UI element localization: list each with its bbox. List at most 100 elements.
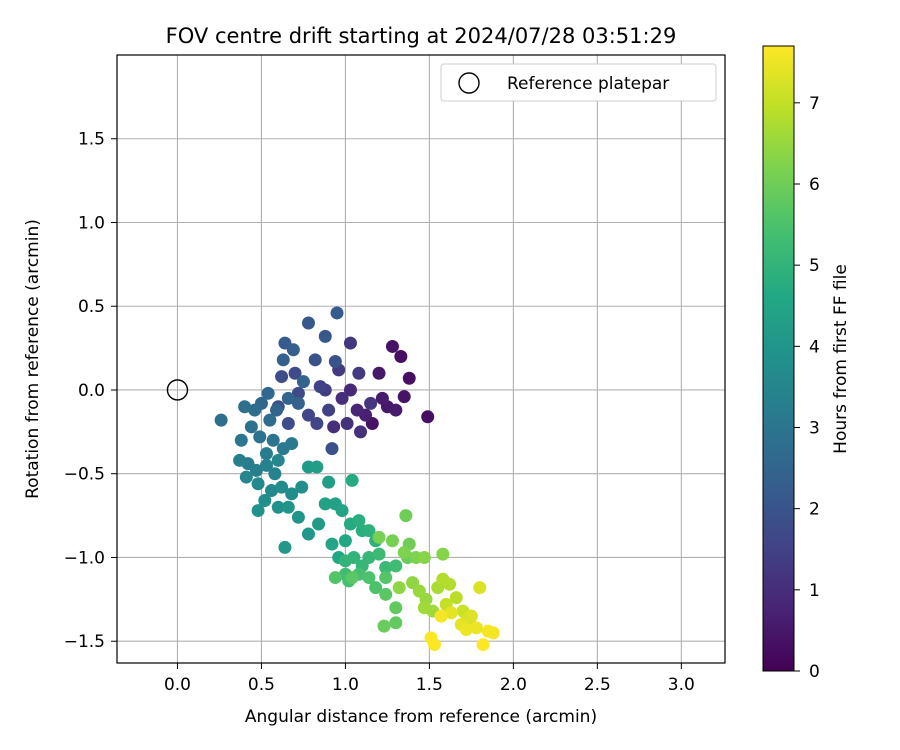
colorbar bbox=[762, 45, 795, 672]
data-point bbox=[434, 609, 448, 623]
data-point bbox=[354, 425, 368, 439]
legend-box bbox=[440, 63, 717, 102]
data-point bbox=[291, 396, 305, 410]
data-point bbox=[234, 433, 248, 447]
plot-frame bbox=[116, 54, 726, 664]
data-point bbox=[385, 339, 399, 353]
data-point bbox=[275, 480, 289, 494]
data-point bbox=[444, 606, 458, 620]
colorbar-tick-label: 6 bbox=[809, 175, 820, 195]
colorbar-tick-label: 5 bbox=[809, 256, 820, 276]
data-point bbox=[399, 509, 413, 523]
reference-marker bbox=[166, 379, 189, 401]
y-tick-label: −1.5 bbox=[64, 632, 105, 652]
data-point bbox=[379, 561, 393, 575]
data-point bbox=[372, 530, 386, 544]
data-point bbox=[345, 473, 359, 487]
data-point bbox=[259, 458, 273, 472]
data-point bbox=[322, 403, 336, 417]
data-point bbox=[251, 504, 265, 518]
data-point bbox=[347, 550, 361, 564]
data-point bbox=[295, 480, 309, 494]
data-point bbox=[394, 349, 408, 363]
y-tick-label: −0.5 bbox=[64, 465, 105, 485]
data-point bbox=[265, 483, 279, 497]
data-point bbox=[424, 631, 438, 645]
data-point bbox=[389, 601, 403, 615]
legend-label: Reference platepar bbox=[507, 74, 669, 94]
data-point bbox=[301, 316, 315, 330]
data-point bbox=[389, 616, 403, 630]
data-point bbox=[325, 537, 339, 551]
data-point bbox=[278, 540, 292, 554]
data-point bbox=[389, 403, 403, 417]
data-point bbox=[417, 601, 431, 615]
colorbar-tick-label: 0 bbox=[809, 662, 820, 682]
colorbar-tick-label: 4 bbox=[809, 337, 820, 357]
data-point bbox=[340, 416, 354, 430]
data-point bbox=[253, 430, 267, 444]
y-tick-label: 1.5 bbox=[78, 130, 105, 150]
x-tick-label: 2.0 bbox=[500, 675, 527, 695]
data-point bbox=[276, 353, 290, 367]
chart-title: FOV centre drift starting at 2024/07/28 … bbox=[166, 24, 677, 48]
colorbar-tick-label: 7 bbox=[809, 94, 820, 114]
data-point bbox=[248, 403, 262, 417]
data-point bbox=[436, 547, 450, 561]
colorbar-tick-label: 2 bbox=[809, 500, 820, 520]
legend-marker bbox=[458, 72, 480, 94]
data-point bbox=[469, 621, 483, 635]
data-point bbox=[285, 437, 299, 451]
x-axis-label: Angular distance from reference (arcmin) bbox=[245, 707, 597, 727]
x-tick-label: 3.0 bbox=[668, 675, 695, 695]
data-point bbox=[291, 386, 305, 400]
colorbar-label: Hours from first FF file bbox=[831, 264, 851, 454]
legend: Reference platepar bbox=[440, 63, 717, 102]
data-point bbox=[288, 366, 302, 380]
data-point bbox=[271, 453, 285, 467]
y-tick-label: 0.5 bbox=[78, 297, 105, 317]
x-tick-label: 1.0 bbox=[332, 675, 359, 695]
data-point bbox=[486, 626, 500, 640]
data-point bbox=[335, 504, 349, 518]
data-point bbox=[362, 524, 376, 538]
x-tick-label: 1.5 bbox=[416, 675, 443, 695]
data-point bbox=[271, 500, 285, 514]
data-point bbox=[421, 410, 435, 424]
data-point bbox=[392, 581, 406, 595]
data-point bbox=[259, 447, 273, 461]
data-point bbox=[266, 433, 280, 447]
data-point bbox=[285, 487, 299, 501]
y-tick-label: −1.0 bbox=[64, 548, 105, 568]
x-tick-label: 2.5 bbox=[584, 675, 611, 695]
data-point bbox=[268, 467, 282, 481]
data-point bbox=[308, 353, 322, 367]
data-point bbox=[291, 510, 305, 524]
data-points bbox=[214, 306, 500, 652]
data-point bbox=[352, 514, 366, 528]
data-point bbox=[310, 416, 324, 430]
x-tick-label: 0.0 bbox=[164, 675, 191, 695]
data-point bbox=[286, 343, 300, 357]
data-point bbox=[301, 527, 315, 541]
data-point bbox=[377, 619, 391, 633]
data-point bbox=[417, 550, 431, 564]
data-point bbox=[249, 463, 263, 477]
data-point bbox=[301, 408, 315, 422]
y-axis-label: Rotation from reference (arcmin) bbox=[23, 219, 43, 499]
data-point bbox=[343, 336, 357, 350]
data-point bbox=[312, 517, 326, 531]
data-point bbox=[263, 413, 277, 427]
data-point bbox=[296, 375, 310, 389]
data-point bbox=[233, 453, 247, 467]
data-point bbox=[459, 623, 473, 637]
data-point bbox=[327, 420, 341, 434]
data-point bbox=[281, 500, 295, 514]
grid bbox=[117, 55, 725, 663]
y-tick-label: 1.0 bbox=[78, 213, 105, 233]
data-point bbox=[402, 371, 416, 385]
data-point bbox=[369, 581, 383, 595]
data-point bbox=[362, 571, 376, 585]
data-point bbox=[350, 403, 364, 417]
